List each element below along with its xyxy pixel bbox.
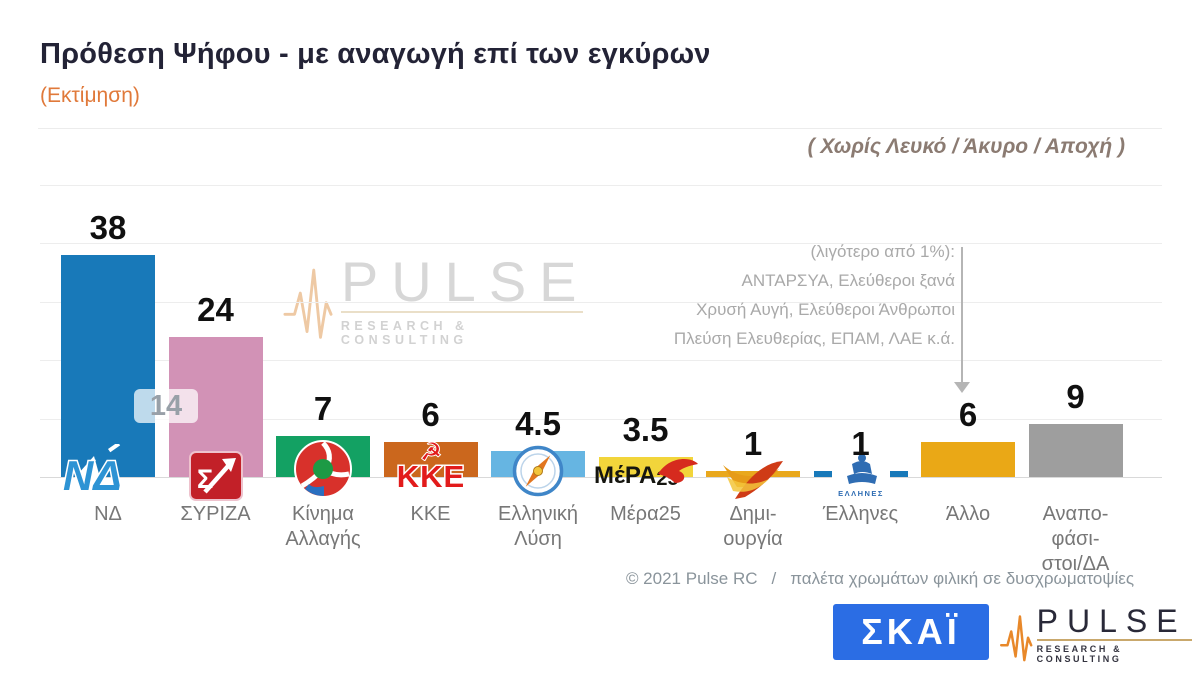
bar-allo	[921, 442, 1015, 477]
small-parties-annotation: (λιγότερο από 1%): ΑΝΤΑΡΣΥΑ, Ελεύθεροι ξ…	[580, 237, 955, 353]
filter-note: ( Χωρίς Λευκό / Άκυρο / Αποχή )	[807, 135, 1125, 158]
category-label-mera25: Μέρα25	[610, 503, 681, 525]
value-label-elliniki-lysi: 4.5	[515, 405, 561, 442]
pulse-watermark: PULSE RESEARCH & CONSULTING	[283, 253, 593, 347]
annotation-line: Χρυσή Αυγή, Ελεύθεροι Άνθρωποι	[696, 300, 955, 319]
category-label-undecided: Αναπο-φάσι-στοι/ΔΑ	[1041, 503, 1110, 575]
value-label-allo: 6	[958, 396, 978, 433]
skai-logo-text: ΣΚΑΪ	[861, 611, 961, 652]
elliniki-lysi-logo	[512, 445, 564, 497]
bar-nd	[61, 255, 155, 477]
lead-difference-badge: 14	[134, 389, 198, 423]
bar-undecided	[1028, 424, 1123, 477]
gridline-50	[40, 185, 1162, 186]
ellines-logo: ΕΛΛΗΝΕΣ	[831, 449, 890, 501]
value-label-ellines: 1	[851, 425, 870, 462]
page-title: Πρόθεση Ψήφου - με αναγωγή επί των εγκύρ…	[40, 38, 711, 70]
annotation-line: (λιγότερο από 1%):	[810, 242, 955, 261]
bar-dimiourgia	[706, 471, 800, 477]
annotation-line: ΑΝΤΑΡΣΥΑ, Ελεύθεροι ξανά	[741, 271, 955, 290]
value-label-mera25: 3.5	[622, 411, 669, 448]
footer-palette-note: παλέτα χρωμάτων φιλική σε δυσχρωματοψίες	[790, 569, 1135, 588]
pulse-waveform-watermark-icon	[283, 268, 333, 339]
pulse-logo-tagline: RESEARCH & CONSULTING	[1036, 644, 1123, 664]
category-label-elliniki-lysi: Ελληνική Λύση	[497, 503, 579, 550]
category-label-ellines: Έλληνες	[822, 503, 899, 525]
header-divider	[38, 128, 1162, 129]
pulse-waveform-icon	[1000, 615, 1033, 662]
kke-logo: ☭ ΚΚΕ	[385, 438, 477, 490]
category-label-syriza: ΣΥΡΙΖΑ	[180, 503, 251, 525]
svg-text:ΚΚΕ: ΚΚΕ	[396, 459, 464, 490]
dimiourgia-logo	[717, 455, 789, 503]
footer-note: © 2021 Pulse RC / παλέτα χρωμάτων φιλική σ…	[620, 569, 1140, 589]
value-label-undecided: 9	[1066, 378, 1085, 415]
gridline-10	[40, 419, 1162, 420]
syriza-logo: Σ	[188, 451, 243, 501]
annotation-arrow-line	[961, 247, 963, 383]
footer-separator: /	[771, 569, 777, 588]
footer-copyright: © 2021 Pulse RC	[625, 569, 758, 588]
category-label-kinal: Κίνημα Αλλαγής	[285, 503, 361, 550]
gridline-20	[40, 360, 1162, 361]
gridline-40	[40, 243, 1162, 244]
svg-text:☭: ☭	[420, 438, 442, 466]
watermark-tagline: RESEARCH & CONSULTING	[340, 319, 469, 347]
svg-text:ΝΔ: ΝΔ	[63, 452, 122, 498]
mera25-logo: ΜέΡΑ25	[592, 453, 700, 493]
category-label-dimiourgia: Δημι-ουργία	[723, 503, 783, 550]
kinal-logo	[293, 439, 353, 499]
watermark-brand-text: PULSE	[340, 250, 590, 313]
skai-logo: ΣΚΑΪ	[833, 604, 989, 660]
svg-text:ΕΛΛΗΝΕΣ: ΕΛΛΗΝΕΣ	[838, 489, 884, 498]
watermark-divider	[340, 311, 583, 313]
value-label-kinal: 7	[313, 390, 333, 427]
gridline-0	[40, 477, 1162, 478]
annotation-line: Πλεύση Ελευθερίας, ΕΠΑΜ, ΛΑΕ κ.ά.	[673, 329, 955, 348]
value-label-kke: 6	[421, 396, 440, 433]
value-label-syriza: 24	[197, 291, 234, 328]
value-label-nd: 38	[89, 209, 127, 246]
pulse-logo-text: PULSE	[1036, 603, 1187, 639]
gridline-30	[40, 302, 1162, 303]
category-label-nd: ΝΔ	[94, 503, 122, 525]
category-label-allo: Άλλο	[945, 503, 991, 525]
category-label-kke: ΚΚΕ	[410, 503, 451, 525]
nd-logo: ΝΔ	[58, 444, 158, 498]
value-label-dimiourgia: 1	[743, 425, 763, 462]
pulse-logo-divider	[1036, 639, 1192, 641]
annotation-arrow-head-icon	[954, 382, 970, 393]
pulse-logo: PULSE RESEARCH & CONSULTING	[1000, 600, 1192, 668]
bar-kke	[383, 442, 478, 477]
page-subtitle-estimate: (Εκτίμηση)	[40, 84, 140, 107]
